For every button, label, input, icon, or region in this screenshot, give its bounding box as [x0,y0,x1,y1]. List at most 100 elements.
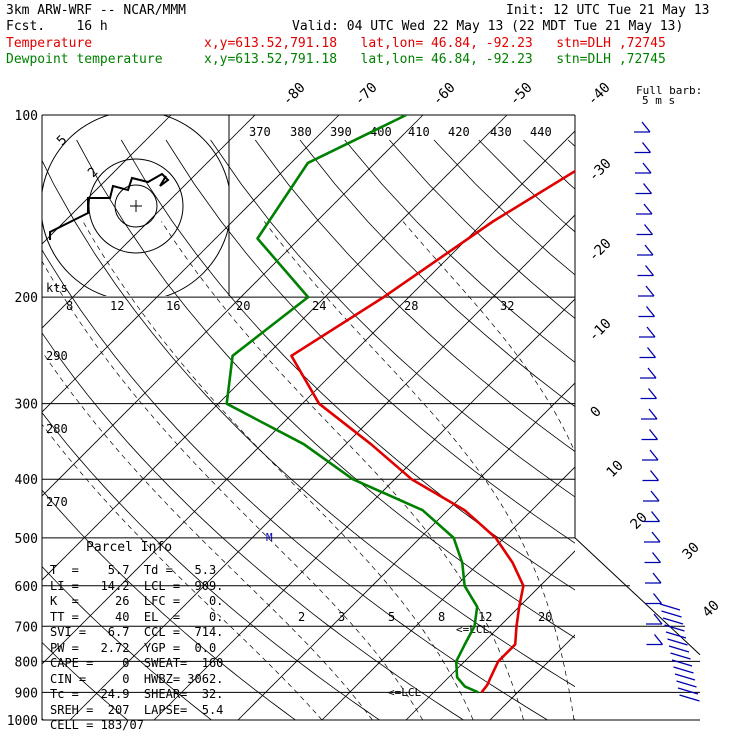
wind-barb [638,285,655,297]
moist-adiabat [583,222,680,721]
temperature-legend: Temperature [6,36,93,51]
wind-barb-low [659,603,681,611]
theta-e-label: 400 [370,125,392,139]
parcel-info-row: CELL = 183/07 [50,718,144,732]
dry-adiabat [344,139,575,363]
isotherm-label: -10 [586,316,615,345]
pressure-label-400: 400 [15,473,38,488]
wind-barb [646,634,664,646]
wind-barb [641,408,658,420]
parcel-info-row: PW = 2.72 YGP = 0.0 [50,640,217,655]
wind-barb [636,224,654,236]
pressure-label-200: 200 [15,291,38,306]
isotherm-label: -40 [585,80,614,109]
pressure-label-600: 600 [15,580,38,595]
parcel-info-row: SVI = 6.7 CCL = 714. [50,625,224,639]
mixing-ratio-label: 3 [338,610,345,624]
wind-barb [639,326,656,338]
wind-barb [640,388,658,400]
moist-adiabat [402,221,575,453]
moist-adiabat [264,221,575,720]
wind-barb-low [679,694,700,702]
isotherm-label: -70 [352,80,381,109]
speed-tick-label: 12 [110,299,124,313]
hodograph-ring [114,184,158,228]
parcel-info-row: K = 26 LFC = 0. [50,594,224,608]
speed-tick-label: 20 [236,299,250,313]
isotherm-label: -80 [280,80,309,109]
moist-adiabat [42,350,373,720]
wind-barb-low [667,638,688,646]
mixing-ratio-label: 8 [438,610,445,624]
parcel-info-row: TT = 40 EL = 0. [50,609,224,624]
isotherm-line [42,115,172,245]
dry-adiabat [76,139,575,639]
isotherm-label: -50 [507,80,536,109]
isotherm-label: -30 [586,156,615,185]
parcel-info-row: LI = 14.2 LCL = 909. [50,578,224,593]
isotherm-label: 10 [604,458,627,481]
isotherm-label: 30 [680,540,703,563]
theta-e-label: 390 [330,125,352,139]
hodograph-ring-label: 2 [85,165,101,181]
wind-barb [638,306,656,318]
moist-adiabat [161,221,524,720]
dry-adiabat [389,139,575,319]
wind-barb-low [664,624,685,632]
isotherm-line [321,466,575,720]
mixing-ratio-label: 5 [388,610,395,624]
dewpoint-legend: Dewpoint temperature [6,52,163,67]
parcel-info-row: SREH = 207 LAPSE= 5.4 [50,702,224,717]
moist-adiabat [725,222,740,721]
dry-adiabat [42,489,297,720]
wind-barb [644,552,662,564]
theta-e-label: 420 [448,125,470,139]
theta-e-label: 380 [290,125,312,139]
isotherms [42,115,740,720]
isotherm-label: 40 [700,598,723,621]
isotherm-line [42,115,508,581]
wind-barb-low [661,610,682,618]
pressure-label-500: 500 [15,532,38,547]
parcel-info-title: Parcel Info [86,540,173,555]
speed-tick-label: 16 [166,299,180,313]
speed-tick-label: 8 [66,299,73,313]
dry-adiabat [42,249,549,720]
wind-barb-low [668,645,690,653]
model-title: 3km ARW-WRF -- NCAR/MMM [6,3,187,18]
dry-adiabat [254,139,575,453]
theta-e-label: 440 [530,125,552,139]
mixing-ratio-label: 12 [478,610,492,624]
dry-adiabats [42,139,575,720]
dry-adiabat [299,139,575,408]
dry-adiabat [42,412,381,720]
wind-barb [635,183,653,195]
theta-label: 270 [46,495,68,509]
wind-barb [637,265,655,277]
isotherm-line [42,130,575,665]
hodograph-units: kts [46,281,68,295]
wind-barb [642,470,660,482]
wind-barb [641,429,659,441]
wind-barb-legend: Full barb: [636,84,702,97]
wind-barb [644,531,661,543]
wind-barb [643,511,661,523]
wind-barb-low [670,652,691,660]
temperature-profile [290,169,575,694]
lcl-label-lower: <=LCL [388,686,421,699]
wind-barb [637,244,654,256]
isotherm-line [42,115,340,413]
wind-barb [646,613,663,625]
dry-adiabat [210,139,575,498]
theta-e-label: 430 [490,125,512,139]
isotherm-line [489,634,575,720]
hodograph-trace [49,172,170,240]
parcel-info-row: CAPE = 0 SWEAT= 160 [50,656,224,670]
wind-barb-low [665,631,687,639]
wind-barb [643,490,660,502]
isotherm-line [658,115,740,720]
theta-label: 290 [46,349,68,363]
wind-barb [635,162,652,174]
forecast-hour: Fcst. 16 h [6,19,108,34]
